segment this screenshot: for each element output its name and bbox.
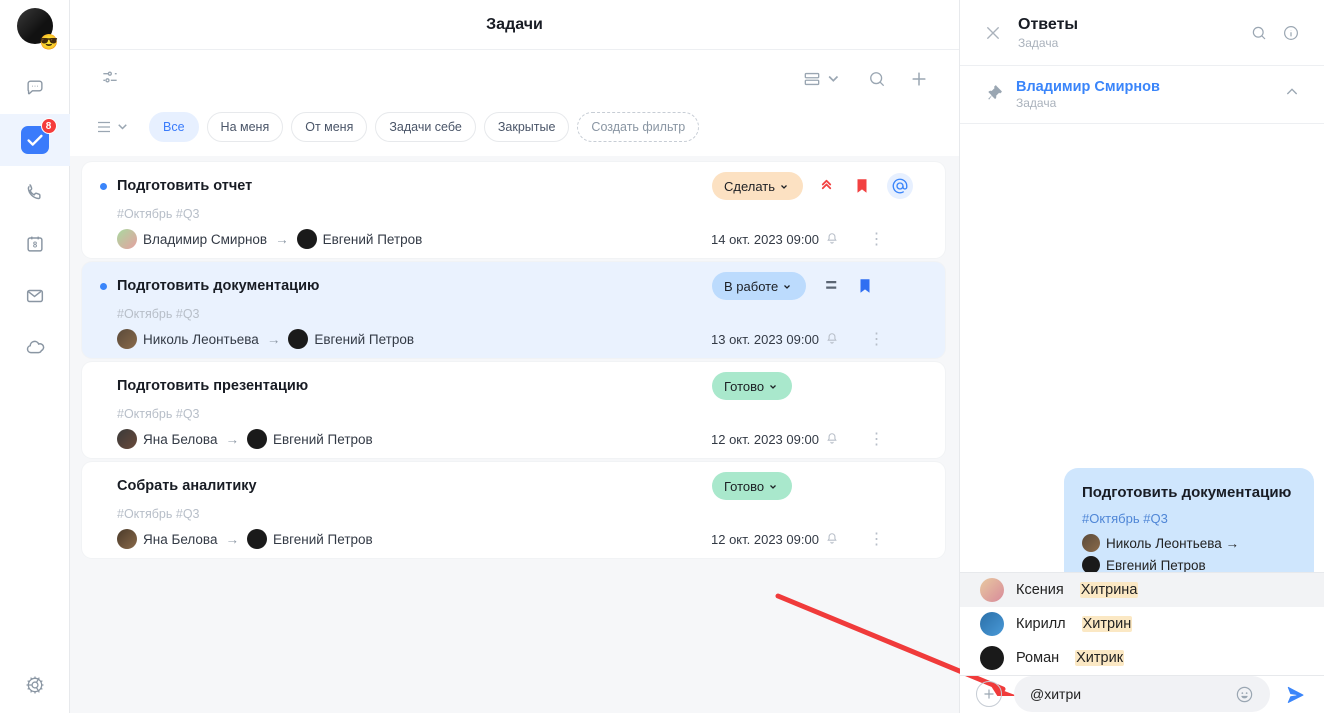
svg-text:8: 8 [32,241,37,250]
